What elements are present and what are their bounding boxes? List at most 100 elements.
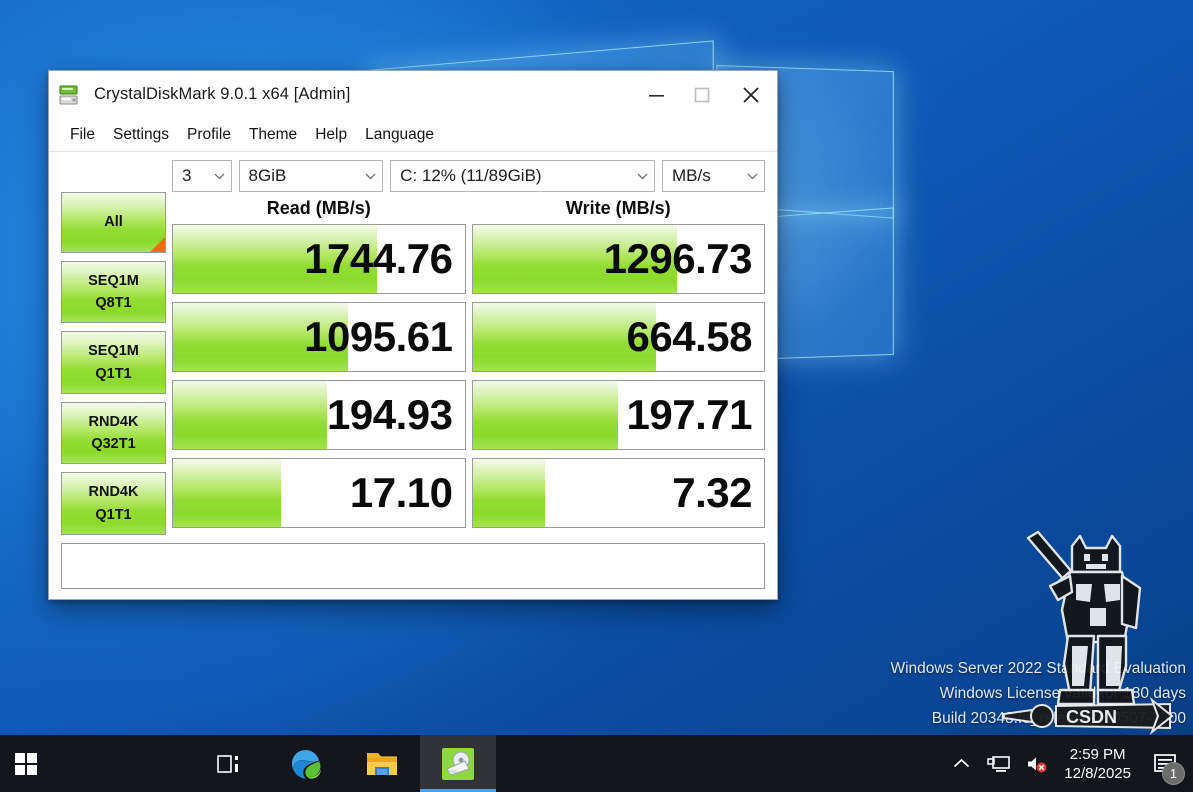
watermark-line-edition: Windows Server 2022 Standard Evaluation: [890, 660, 1186, 677]
menu-item-theme[interactable]: Theme: [248, 125, 298, 143]
test-name-label: SEQ1M: [88, 272, 139, 289]
crystaldiskmark-taskbar-icon: [442, 747, 474, 780]
test-queue-label: Q8T1: [95, 295, 132, 312]
results-header-row: Read (MB/s) Write (MB/s): [172, 192, 765, 224]
result-value-write: 197.71: [626, 391, 753, 438]
window-controls: [633, 71, 777, 118]
result-cell-read-rnd4k-q32t1[interactable]: 194.93: [172, 380, 466, 450]
result-cell-write-seq1m-q8t1[interactable]: 1296.73: [471, 224, 765, 294]
chevron-down-icon: [365, 173, 376, 180]
run-rnd4k-q32t1-button[interactable]: RND4K Q32T1: [61, 401, 166, 465]
result-cell-write-seq1m-q1t1[interactable]: 664.58: [471, 302, 765, 372]
result-bar-fill: [173, 303, 348, 371]
network-status-button[interactable]: [980, 735, 1018, 792]
menu-item-profile[interactable]: Profile: [187, 125, 231, 143]
test-name-label: SEQ1M: [88, 343, 139, 360]
clock[interactable]: 2:59 PM 12/8/2025: [1056, 745, 1143, 783]
comment-input[interactable]: [61, 543, 765, 589]
test-queue-label: Q32T1: [91, 436, 136, 453]
run-seq1m-q1t1-button[interactable]: SEQ1M Q1T1: [61, 331, 166, 394]
windows-evaluation-watermark: Windows Server 2022 Standard Evaluation …: [890, 656, 1186, 731]
chevron-up-icon: [953, 758, 969, 768]
notification-badge: 1: [1162, 762, 1185, 785]
write-column-header: Write (MB/s): [565, 197, 671, 218]
clock-date: 12/8/2025: [1064, 764, 1131, 782]
result-row: 1095.61 664.58: [172, 302, 765, 372]
test-size-value: 8GiB: [248, 166, 287, 185]
drive-dropdown[interactable]: C: 12% (11/89GiB): [390, 160, 656, 192]
result-bar-fill: [472, 225, 677, 293]
close-icon: [743, 86, 759, 103]
result-bar-fill: [173, 459, 281, 527]
result-row: 1744.76 1296.73: [172, 224, 765, 294]
result-cell-read-seq1m-q8t1[interactable]: 1744.76: [172, 224, 466, 294]
minimize-button[interactable]: [633, 71, 679, 118]
result-value-read: 17.10: [349, 469, 453, 516]
test-queue-label: Q1T1: [95, 365, 132, 382]
menu-item-language[interactable]: Language: [365, 125, 435, 143]
read-column-header: Read (MB/s): [266, 197, 371, 218]
close-button[interactable]: [725, 71, 777, 118]
test-name-label: RND4K: [88, 413, 139, 430]
results-columns: Read (MB/s) Write (MB/s) 1744.76 1296.73: [172, 192, 765, 543]
result-cell-read-rnd4k-q1t1[interactable]: 17.10: [172, 458, 466, 528]
result-bar-fill: [173, 225, 378, 293]
result-value-read: 1095.61: [304, 313, 453, 360]
menu-item-help[interactable]: Help: [315, 125, 348, 143]
result-value-read: 194.93: [327, 391, 453, 438]
menu-item-file[interactable]: File: [70, 125, 95, 143]
test-queue-label: Q1T1: [95, 506, 132, 523]
unit-value: MB/s: [672, 166, 711, 185]
run-count-value: 3: [182, 166, 192, 185]
task-view-icon: [217, 754, 238, 773]
test-name-label: RND4K: [88, 484, 139, 501]
result-cell-read-seq1m-q1t1[interactable]: 1095.61: [172, 302, 466, 372]
menu-item-settings[interactable]: Settings: [112, 125, 169, 143]
profile-corner-indicator: [150, 236, 165, 252]
crystaldiskmark-icon: [59, 85, 78, 104]
taskbar-item-crystaldiskmark[interactable]: [420, 735, 496, 792]
task-view-button[interactable]: [192, 735, 268, 792]
taskbar-item-microsoft-edge[interactable]: [268, 735, 344, 792]
result-value-write: 1296.73: [603, 235, 753, 282]
taskbar-item-file-explorer[interactable]: [344, 735, 420, 792]
result-value-read: 1744.76: [304, 235, 453, 282]
result-bar-fill: [472, 381, 619, 449]
result-bar-fill: [472, 303, 657, 371]
unit-dropdown[interactable]: MB/s: [662, 160, 766, 192]
result-row: 194.93 197.71: [172, 380, 765, 450]
chevron-down-icon: [747, 173, 758, 180]
result-bar-fill: [173, 381, 328, 449]
watermark-line-license: Windows License valid for 180 days: [939, 685, 1186, 702]
run-all-label: All: [104, 214, 123, 231]
maximize-button[interactable]: [679, 71, 725, 118]
result-cell-write-rnd4k-q1t1[interactable]: 7.32: [471, 458, 765, 528]
drive-value: C: 12% (11/89GiB): [400, 166, 542, 185]
watermark-line-build: Build 20348.fe_release.210507-1500: [931, 710, 1186, 727]
result-cell-write-rnd4k-q32t1[interactable]: 197.71: [471, 380, 765, 450]
result-bar-fill: [472, 459, 546, 527]
run-count-dropdown[interactable]: 3: [172, 160, 232, 192]
start-button[interactable]: [0, 735, 52, 792]
volume-button[interactable]: [1018, 735, 1056, 792]
taskbar[interactable]: 2:59 PM 12/8/2025 1: [0, 735, 1193, 792]
run-seq1m-q8t1-button[interactable]: SEQ1M Q8T1: [61, 260, 166, 324]
crystaldiskmark-window[interactable]: CrystalDiskMark 9.0.1 x64 [Admin]: [48, 70, 778, 600]
result-value-write: 7.32: [672, 469, 752, 516]
run-rnd4k-q1t1-button[interactable]: RND4K Q1T1: [61, 472, 166, 536]
test-size-dropdown[interactable]: 8GiB: [238, 160, 384, 192]
microsoft-edge-icon: [292, 749, 321, 779]
test-buttons-column: All SEQ1M Q8T1 SEQ1M Q1T1 RND4K Q32T1: [61, 192, 166, 543]
search-box[interactable]: [52, 735, 192, 792]
show-hidden-icons-button[interactable]: [942, 735, 980, 792]
menu-bar[interactable]: File Settings Profile Theme Help Languag…: [49, 118, 777, 152]
title-bar[interactable]: CrystalDiskMark 9.0.1 x64 [Admin]: [49, 71, 777, 118]
system-tray[interactable]: 2:59 PM 12/8/2025 1: [942, 735, 1193, 792]
run-all-button[interactable]: All: [61, 192, 166, 253]
windows-start-icon: [15, 752, 37, 775]
chevron-down-icon: [214, 173, 225, 180]
notification-center-button[interactable]: 1: [1143, 735, 1189, 792]
benchmark-panel: 3 8GiB C: 12% (11/89GiB): [49, 152, 777, 599]
clock-time: 2:59 PM: [1069, 745, 1126, 763]
